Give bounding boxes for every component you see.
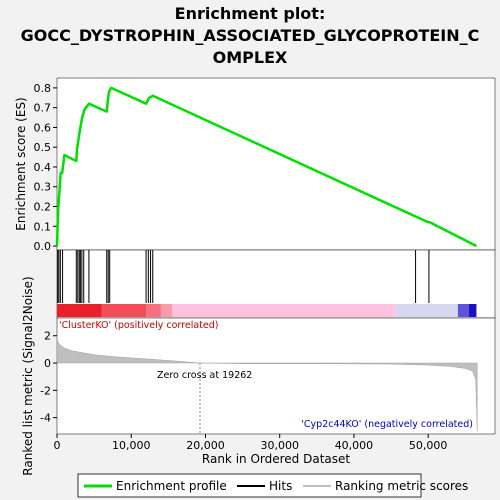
color-bar-segment bbox=[160, 304, 173, 317]
es-y-tick-label: 0.4 bbox=[34, 161, 52, 174]
es-y-axis-label: Enrichment score (ES) bbox=[14, 97, 28, 230]
color-bar-segment bbox=[394, 304, 458, 317]
es-line-layer bbox=[55, 86, 477, 248]
metric-y-tick-label: 0 bbox=[44, 357, 51, 370]
color-bar-segment bbox=[146, 304, 161, 317]
metric-y-tick-label: 2 bbox=[44, 330, 51, 343]
metric-panel bbox=[56, 317, 496, 435]
color-bar-segment bbox=[469, 304, 477, 317]
x-tick-label: 20,000 bbox=[186, 439, 225, 452]
es-y-tick-label: 0.7 bbox=[34, 102, 52, 115]
chart-title-line-3: OMPLEX bbox=[213, 48, 288, 67]
chart-title-line-2: GOCC_DYSTROPHIN_ASSOCIATED_GLYCOPROTEIN_… bbox=[21, 26, 480, 45]
es-y-axis: 0.0 0.1 0.2 0.3 0.4 0.5 0.6 0.7 0.8 bbox=[34, 82, 57, 253]
x-tick-label: 40,000 bbox=[335, 439, 374, 452]
legend-label-enrichment: Enrichment profile bbox=[116, 479, 227, 493]
es-y-tick-label: 0.5 bbox=[34, 141, 52, 154]
es-y-tick-label: 0.6 bbox=[34, 121, 52, 134]
x-tick-label: 0 bbox=[54, 439, 61, 452]
metric-layer bbox=[56, 335, 478, 434]
x-tick-label: 30,000 bbox=[260, 439, 299, 452]
legend-label-hits: Hits bbox=[269, 479, 292, 493]
es-panel bbox=[56, 77, 496, 251]
positive-correlation-label: 'ClusterKO' (positively correlated) bbox=[59, 320, 218, 331]
color-bar-segment bbox=[457, 304, 470, 317]
chart-title-line-1: Enrichment plot: bbox=[175, 4, 326, 23]
x-tick-label: 10,000 bbox=[112, 439, 151, 452]
zero-cross-label: Zero cross at 19262 bbox=[157, 370, 252, 381]
enrichment-profile-line bbox=[55, 86, 477, 248]
es-y-tick-label: 0.0 bbox=[34, 240, 52, 253]
es-y-tick-label: 0.1 bbox=[34, 220, 52, 233]
x-axis: 0 10,000 20,000 30,000 40,000 50,000 bbox=[54, 434, 448, 452]
x-tick-label: 50,000 bbox=[409, 439, 448, 452]
metric-y-tick-label: -2 bbox=[40, 384, 51, 397]
negative-correlation-label: 'Cyp2c44KO' (negatively correlated) bbox=[301, 419, 473, 430]
hits-layer bbox=[57, 250, 430, 303]
color-bar-segment bbox=[57, 304, 102, 317]
color-bar-segment bbox=[172, 304, 395, 317]
x-axis-label: Rank in Ordered Dataset bbox=[202, 452, 350, 466]
metric-y-tick-label: -4 bbox=[40, 412, 51, 425]
es-y-tick-label: 0.8 bbox=[34, 82, 52, 95]
legend-label-ranking: Ranking metric scores bbox=[335, 479, 468, 493]
es-y-tick-label: 0.3 bbox=[34, 181, 52, 194]
color-bar bbox=[57, 304, 477, 317]
color-bar-segment bbox=[101, 304, 147, 317]
metric-y-axis-label: Ranked list metric (Signal2Noise) bbox=[21, 276, 35, 475]
ranking-metric-area bbox=[56, 335, 478, 432]
es-y-tick-label: 0.2 bbox=[34, 201, 52, 214]
metric-y-axis: -4 -2 0 2 bbox=[40, 330, 57, 425]
